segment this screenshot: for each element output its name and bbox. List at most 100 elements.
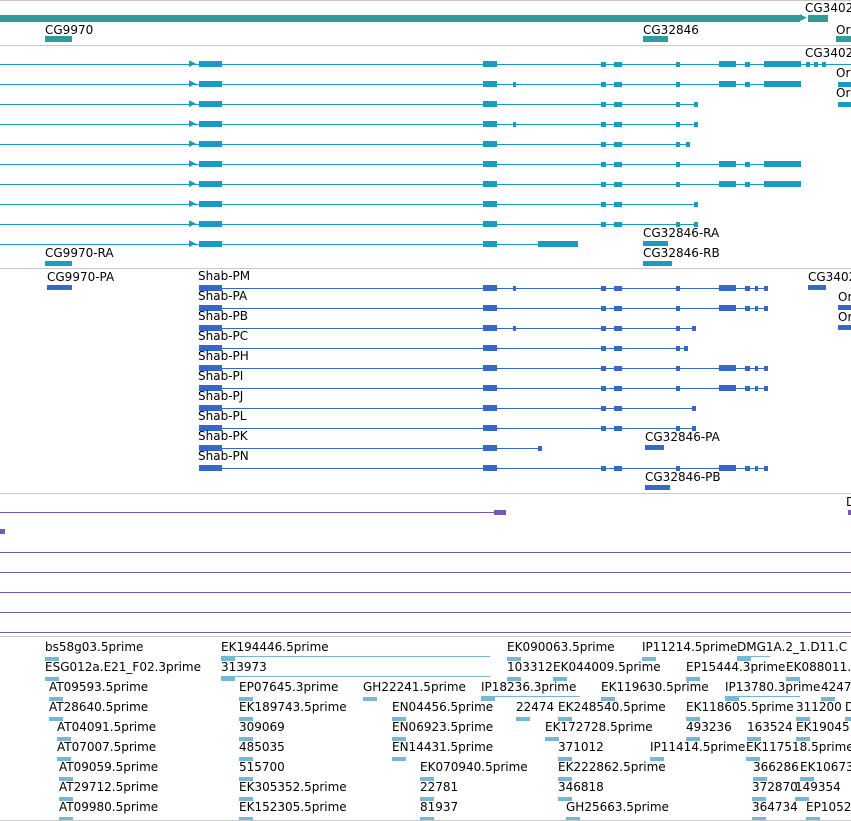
transcript-exon (199, 81, 222, 87)
est-label[interactable]: AT29712.5prime (59, 780, 159, 794)
est-label[interactable]: bs58g03.5prime (45, 640, 144, 654)
est-label[interactable]: 22474 (516, 700, 555, 714)
est-feature (558, 757, 572, 761)
transcript-label-or-1[interactable]: Or (836, 66, 851, 80)
est-label[interactable]: 364734 (752, 800, 798, 814)
transcript-exon (483, 181, 497, 187)
est-label[interactable]: 103312 (507, 660, 553, 674)
est-label[interactable]: EK19045 (796, 720, 850, 734)
est-label[interactable]: EK119630.5prime (601, 680, 709, 694)
est-label[interactable]: EK222862.5prime (558, 760, 666, 774)
gene-label-cg3402[interactable]: CG3402 (805, 1, 851, 15)
cds-exon (745, 306, 750, 311)
cds-exon (745, 366, 750, 371)
est-label[interactable]: EN14431.5prime (392, 740, 494, 754)
cds-label-or-2[interactable]: Or (838, 310, 851, 324)
est-label[interactable]: DMG1A.2_1.D11.C (737, 640, 848, 654)
est-label[interactable]: EK117518.5prime (746, 740, 851, 754)
cds-label-shab-7[interactable]: Shab-PJ (198, 389, 244, 403)
est-label[interactable]: 346818 (558, 780, 604, 794)
cds-label-shab-5[interactable]: Shab-PH (198, 349, 249, 363)
est-label[interactable]: EK194446.5prime (221, 640, 329, 654)
est-label[interactable]: EP15444.3prime (686, 660, 786, 674)
est-label[interactable]: EK172728.5prime (545, 720, 653, 734)
est-label[interactable]: D (845, 700, 851, 714)
cds-label-shab-2[interactable]: Shab-PA (198, 289, 248, 303)
cds-exon (199, 465, 222, 471)
est-label[interactable]: EP07645.3prime (239, 680, 339, 694)
cds-label-cg9970-pa[interactable]: CG9970-PA (47, 270, 115, 284)
cds-label-cg32846-pb[interactable]: CG32846-PB (645, 470, 721, 484)
transcript-line-2 (0, 84, 800, 85)
est-label[interactable]: 366286 (753, 760, 799, 774)
strand-arrow-icon: ▶ (189, 139, 196, 149)
est-label[interactable]: IP18236.3prime (481, 680, 577, 694)
est-label[interactable]: 311200 (796, 700, 842, 714)
est-label[interactable]: EK118605.5prime (686, 700, 794, 714)
est-label[interactable]: EK10673 (800, 760, 851, 774)
est-feature (558, 777, 572, 781)
cds-label-shab-8[interactable]: Shab-PL (198, 409, 247, 423)
est-label[interactable]: AT07007.5prime (57, 740, 157, 754)
est-label[interactable]: AT04091.5prime (57, 720, 157, 734)
est-label[interactable]: IP13780.3prime (725, 680, 821, 694)
transcript-exon (483, 241, 497, 247)
est-feature (45, 657, 59, 661)
est-label[interactable]: 309069 (239, 720, 285, 734)
est-label[interactable]: EK152305.5prime (239, 800, 347, 814)
cds-label-shab-9[interactable]: Shab-PK (198, 429, 248, 443)
transcript-label-cg32846-ra[interactable]: CG32846-RA (643, 226, 720, 240)
est-label[interactable]: 163524 (747, 720, 793, 734)
est-label[interactable]: 81937 (420, 800, 459, 814)
est-label[interactable]: 485035 (239, 740, 285, 754)
cds-label-shab-6[interactable]: Shab-PI (198, 369, 244, 383)
est-label[interactable]: GH25663.5prime (566, 800, 669, 814)
cds-label-or-1[interactable]: Or (838, 290, 851, 304)
est-label[interactable]: EN04456.5prime (392, 700, 494, 714)
est-label[interactable]: AT09059.5prime (59, 760, 159, 774)
est-label[interactable]: AT09593.5prime (49, 680, 149, 694)
est-label[interactable]: EK248540.5prime (558, 700, 666, 714)
est-label[interactable]: EK090063.5prime (507, 640, 615, 654)
gene-label-cg32846[interactable]: CG32846 (643, 23, 699, 37)
est-label[interactable]: EN06923.5prime (392, 720, 494, 734)
est-label[interactable]: AT28640.5prime (49, 700, 149, 714)
transcript-label-or-2[interactable]: Or (836, 86, 851, 100)
transcript-exon (601, 222, 606, 227)
est-label[interactable]: 371012 (558, 740, 604, 754)
est-label[interactable]: 149354 (795, 780, 841, 794)
est-label[interactable]: 4247 (821, 680, 851, 694)
transcript-label-cg9970-ra[interactable]: CG9970-RA (45, 246, 114, 260)
est-feature (725, 697, 739, 701)
cds-label-shab-3[interactable]: Shab-PB (198, 309, 248, 323)
cds-label-shab-4[interactable]: Shab-PC (198, 329, 249, 343)
est-label[interactable]: EK305352.5prime (239, 780, 347, 794)
cds-label-cg3402[interactable]: CG3402 (808, 270, 851, 284)
est-label[interactable]: ESG012a.E21_F02.3prime (45, 660, 201, 674)
est-label[interactable]: 313973 (221, 660, 267, 674)
est-label[interactable]: 515700 (239, 760, 285, 774)
est-label[interactable]: EK044009.5prime (553, 660, 661, 674)
gene-label-cg9970[interactable]: CG9970 (45, 23, 94, 37)
est-label[interactable]: EK189743.5prime (239, 700, 347, 714)
est-label[interactable]: EP1052 (806, 800, 851, 814)
transcript-label-cg32846-rb[interactable]: CG32846-RB (643, 246, 720, 260)
cds-label-shab-1[interactable]: Shab-PM (198, 269, 251, 283)
est-label[interactable]: IP11414.5prime (650, 740, 746, 754)
transcript-label-cg3402[interactable]: CG3402 (805, 46, 851, 60)
est-label[interactable]: 372870 (752, 780, 798, 794)
est-label[interactable]: EK070940.5prime (420, 760, 528, 774)
gene-label-or[interactable]: Or (836, 23, 851, 37)
est-label[interactable]: GH22241.5prime (363, 680, 466, 694)
cds-exon (199, 365, 222, 371)
est-label[interactable]: 493236 (686, 720, 732, 734)
cds-label-shab-10[interactable]: Shab-PN (198, 449, 249, 463)
est-label[interactable]: 22781 (420, 780, 459, 794)
est-label[interactable]: AT09980.5prime (59, 800, 159, 814)
cds-exon (719, 305, 736, 311)
est-label[interactable]: IP11214.5prime (642, 640, 738, 654)
purple-label-d[interactable]: D (846, 495, 851, 509)
est-label[interactable]: EK088011. (786, 660, 851, 674)
est-feature (239, 757, 253, 761)
cds-label-cg32846-pa[interactable]: CG32846-PA (645, 430, 720, 444)
